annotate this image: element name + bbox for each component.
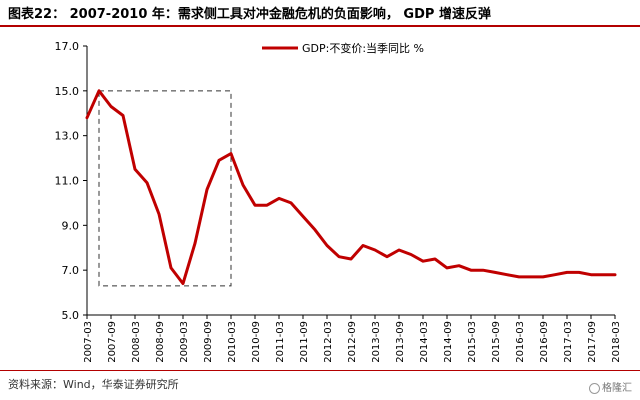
data-point xyxy=(422,260,424,262)
series-line xyxy=(85,89,617,286)
x-tick-label: 2012-03 xyxy=(323,321,334,363)
data-point xyxy=(86,116,88,119)
x-tick-label: 2011-03 xyxy=(275,321,286,363)
x-tick-label: 2008-09 xyxy=(155,321,166,363)
data-point xyxy=(290,202,292,204)
figure-title: 图表22： 2007-2010 年：需求侧工具对冲金融危机的负面影响， GDP … xyxy=(8,7,491,22)
data-point xyxy=(362,244,364,247)
data-point xyxy=(410,253,412,256)
data-point xyxy=(110,105,112,108)
data-point xyxy=(554,273,556,276)
data-point xyxy=(326,244,328,247)
data-point xyxy=(542,276,544,278)
data-point xyxy=(254,204,256,206)
data-point xyxy=(338,255,340,258)
data-point xyxy=(278,197,280,200)
title-bar: 图表22： 2007-2010 年：需求侧工具对冲金融危机的负面影响， GDP … xyxy=(0,0,640,27)
data-point xyxy=(134,168,136,171)
x-tick-label: 2017-09 xyxy=(587,321,598,363)
watermark-text: 格隆汇 xyxy=(602,383,632,394)
watermark-icon xyxy=(589,382,600,394)
data-point xyxy=(518,276,520,278)
data-point xyxy=(266,204,268,206)
x-tick-label: 2016-03 xyxy=(515,321,526,363)
data-point xyxy=(458,264,460,267)
x-tick-label: 2008-03 xyxy=(131,321,142,363)
footer-rule xyxy=(0,370,640,371)
data-point xyxy=(602,273,604,276)
data-point xyxy=(98,90,100,92)
title-rule xyxy=(0,25,640,27)
x-tick-label: 2007-03 xyxy=(83,321,94,363)
x-tick-label: 2013-09 xyxy=(395,321,406,363)
y-tick-label: 13.0 xyxy=(55,130,80,143)
x-tick-label: 2013-03 xyxy=(371,321,382,363)
data-point xyxy=(230,152,232,155)
data-point xyxy=(566,271,568,274)
x-tick-label: 2009-09 xyxy=(203,321,214,363)
data-point xyxy=(614,273,616,276)
data-point xyxy=(506,273,508,276)
data-point xyxy=(218,159,220,162)
data-point xyxy=(374,249,376,251)
x-tick-label: 2015-03 xyxy=(467,321,478,363)
x-tick-label: 2011-09 xyxy=(299,321,310,363)
watermark: 格隆汇 xyxy=(589,379,632,394)
data-point xyxy=(482,269,484,271)
data-point xyxy=(302,215,304,218)
data-point xyxy=(194,242,196,245)
y-tick-label: 9.0 xyxy=(62,219,80,232)
x-tick-label: 2007-09 xyxy=(107,321,118,363)
data-point xyxy=(578,271,580,274)
data-point xyxy=(350,258,352,260)
data-point xyxy=(434,258,436,260)
data-point xyxy=(314,229,316,231)
data-point xyxy=(470,269,472,271)
x-tick-label: 2014-03 xyxy=(419,321,430,363)
y-tick-label: 7.0 xyxy=(62,264,80,277)
y-tick-label: 17.0 xyxy=(55,40,80,53)
x-tick-label: 2009-03 xyxy=(179,321,190,363)
data-point xyxy=(242,184,244,186)
x-tick-label: 2010-09 xyxy=(251,321,262,363)
data-point xyxy=(398,249,400,251)
legend-label: GDP:不变价:当季同比 % xyxy=(302,41,424,55)
data-point xyxy=(386,255,388,258)
highlight-box xyxy=(98,90,232,287)
x-tick-label: 2016-09 xyxy=(539,321,550,363)
x-tick-label: 2017-03 xyxy=(563,321,574,363)
source-note: 资料来源：Wind，华泰证券研究所 xyxy=(8,378,179,391)
gdp-line-chart: 5.0 7.0 9.0 11.0 13.0 15.0 17.0 2007-03 2007-09 2… xyxy=(55,40,623,363)
y-tick-label: 5.0 xyxy=(62,309,80,322)
data-point xyxy=(206,188,208,191)
y-tick-label: 15.0 xyxy=(55,85,80,98)
x-tick-label: 2018-03 xyxy=(611,321,622,363)
x-tick-label: 2014-09 xyxy=(443,321,454,363)
data-point xyxy=(182,282,184,285)
data-point xyxy=(146,181,148,184)
x-tick-label: 2010-03 xyxy=(227,321,238,363)
x-tick-label: 2012-09 xyxy=(347,321,358,363)
data-point xyxy=(158,213,160,215)
x-tick-label: 2015-09 xyxy=(491,321,502,363)
data-point xyxy=(494,271,496,274)
data-point xyxy=(122,114,124,117)
data-point xyxy=(170,267,172,269)
data-point xyxy=(530,276,532,278)
data-point xyxy=(590,273,592,276)
y-tick-label: 11.0 xyxy=(55,175,80,188)
data-point xyxy=(446,267,448,269)
